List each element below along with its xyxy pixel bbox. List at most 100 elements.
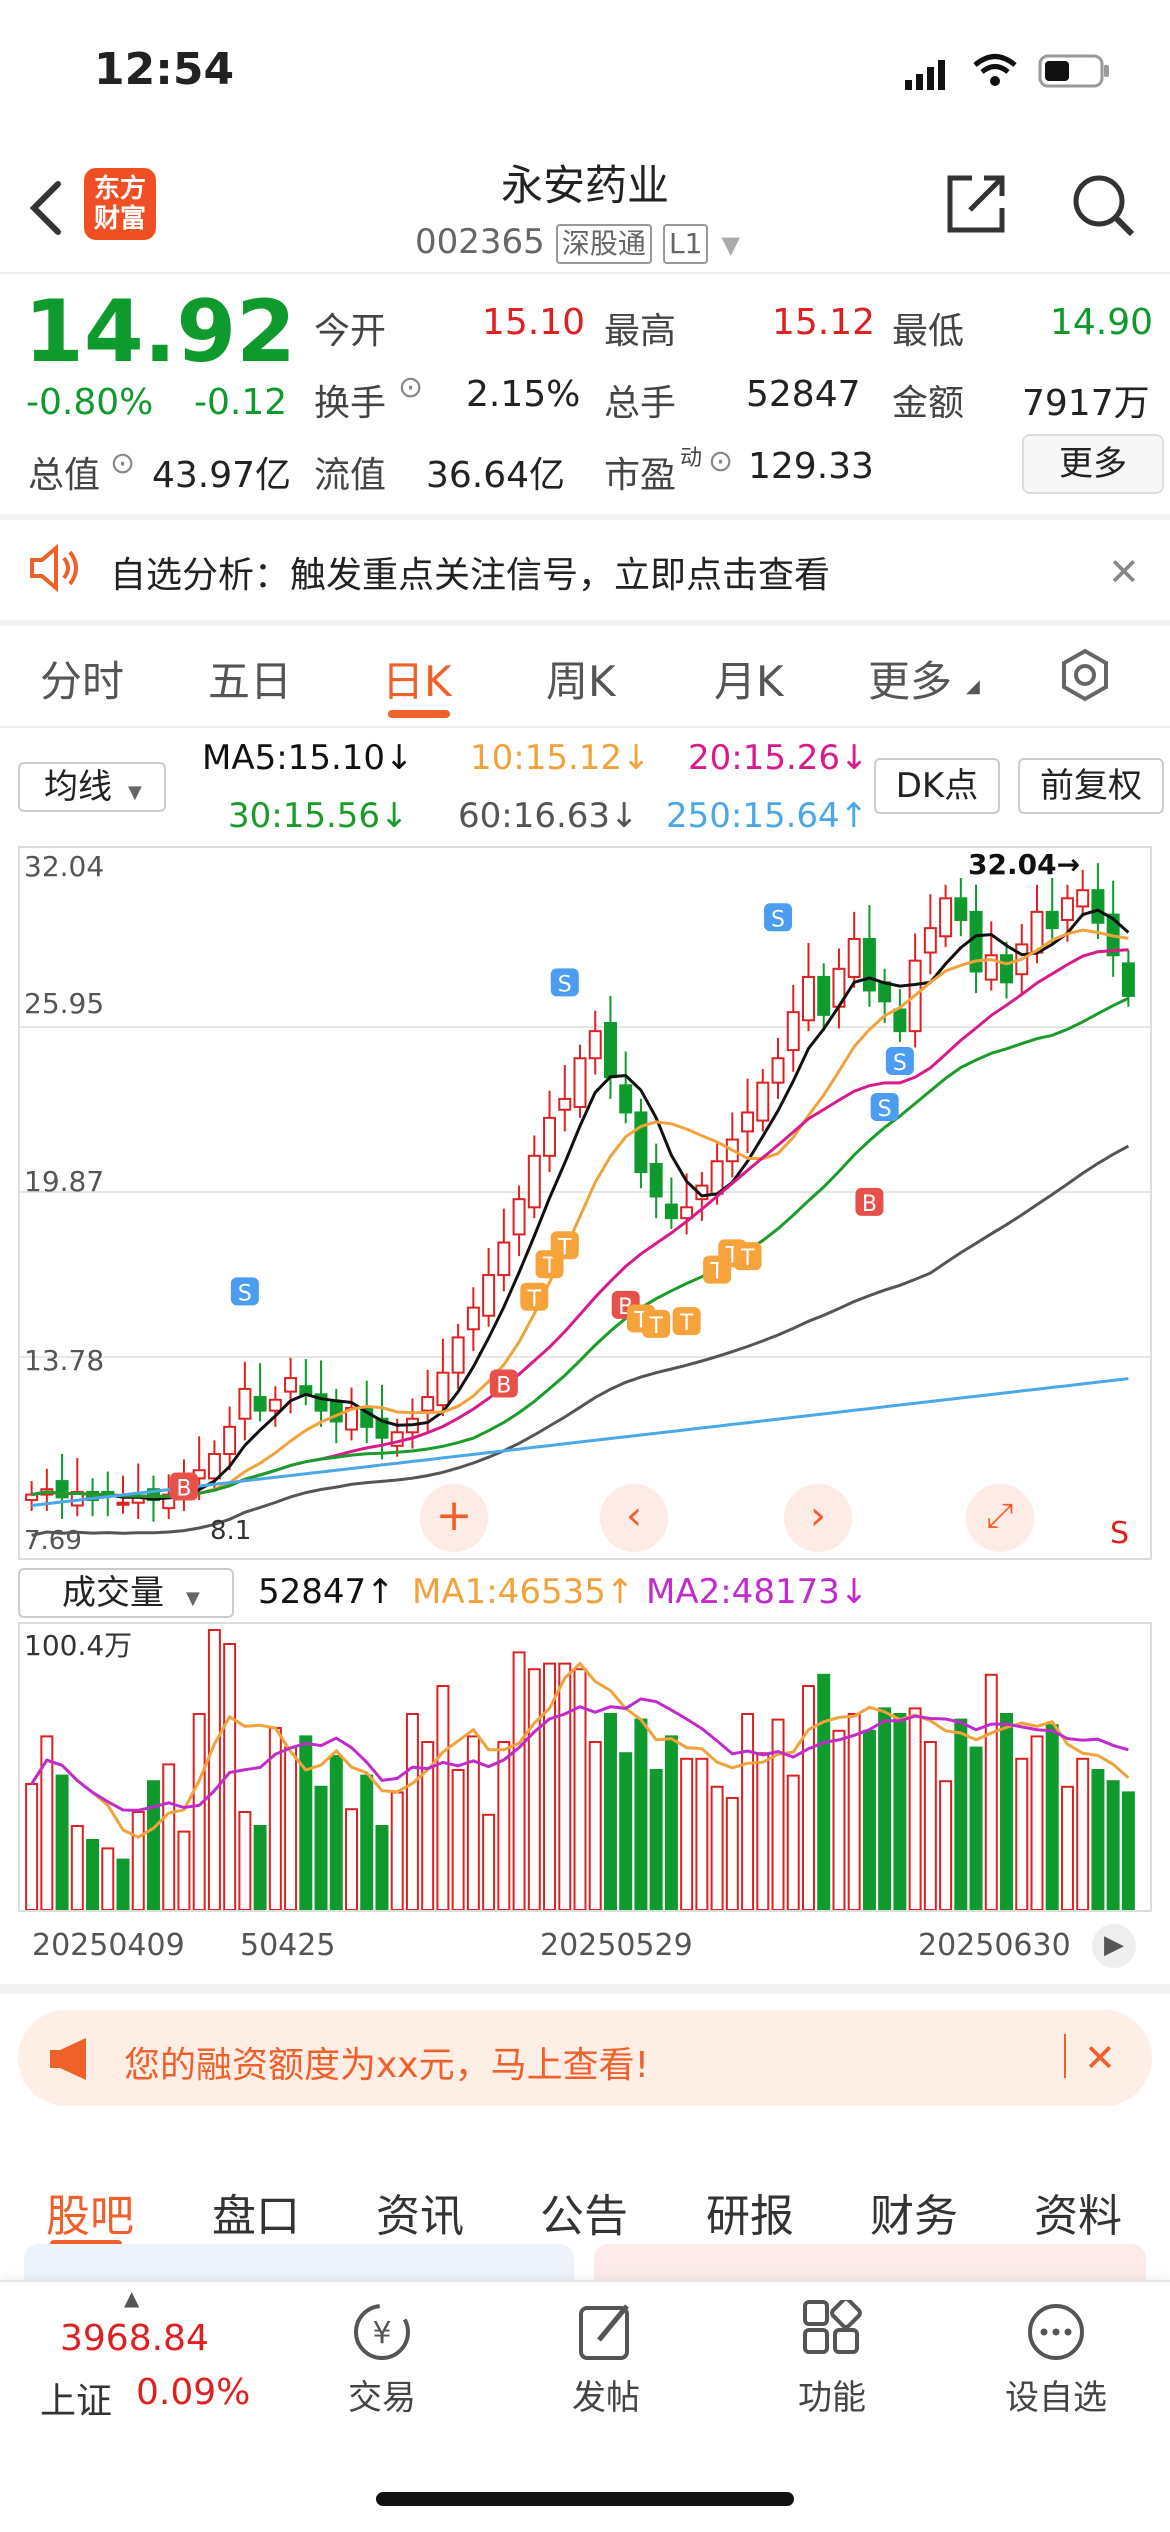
back-icon[interactable]: [24, 178, 68, 238]
tab-news[interactable]: 资讯: [376, 2191, 464, 2242]
mcap-label: 总值: [28, 455, 101, 496]
candle: [802, 975, 815, 1022]
volume-label: 总手: [604, 383, 677, 424]
volume-bar: [405, 1713, 419, 1911]
tab-monthly-k[interactable]: 月K: [714, 657, 784, 706]
candle: [497, 1241, 511, 1277]
float-value: 36.64亿: [426, 455, 566, 496]
scroll-left-icon[interactable]: ‹: [600, 1484, 668, 1552]
promo-text[interactable]: 您的融资额度为xx元，马上查看!: [124, 2045, 650, 2086]
change-amount: -0.12: [194, 382, 288, 423]
candle: [923, 927, 937, 954]
y-tick-2: 25.95: [24, 987, 105, 1020]
settings-icon[interactable]: [1058, 648, 1112, 702]
stock-code-row[interactable]: 002365 深股通 L1 ▼: [415, 222, 740, 264]
info-icon[interactable]: ⊙: [708, 444, 734, 479]
turnover-label: 换手: [314, 383, 387, 424]
last-price: 14.92: [24, 282, 297, 382]
add-watchlist-icon[interactable]: [976, 2300, 1136, 2377]
more-button[interactable]: 更多: [1022, 434, 1164, 494]
tag-l1: L1: [663, 224, 709, 264]
candle: [649, 1162, 663, 1198]
pre-adjust-button[interactable]: 前复权: [1018, 758, 1164, 814]
y-tick-3: 19.87: [24, 1165, 105, 1198]
volume-bar: [680, 1757, 694, 1911]
ma20-line: [31, 948, 1129, 1498]
scroll-right-icon[interactable]: ›: [784, 1484, 852, 1552]
amount-value: 7917万: [1022, 383, 1150, 424]
candle: [619, 1084, 633, 1114]
volume-bar: [1000, 1713, 1014, 1911]
nav-functions[interactable]: 功能: [798, 2378, 866, 2418]
indicator-select[interactable]: 成交量 ▼: [18, 1568, 234, 1618]
info-icon[interactable]: ⊙: [110, 446, 136, 481]
zoom-in-icon[interactable]: +: [420, 1484, 488, 1552]
candle: [847, 937, 861, 978]
share-icon[interactable]: [944, 172, 1008, 236]
tab-daily-k[interactable]: 日K: [382, 657, 452, 706]
open-label: 今开: [314, 311, 387, 352]
candle: [1091, 889, 1105, 924]
volume-bar: [375, 1825, 389, 1911]
candle: [1121, 962, 1135, 997]
volume-bar: [771, 1718, 785, 1911]
ma250-line: [31, 1377, 1129, 1507]
candle: [482, 1274, 496, 1317]
pe-sup: 动: [680, 446, 703, 471]
candle: [421, 1396, 435, 1412]
close-icon[interactable]: ✕: [1084, 2036, 1116, 2080]
dk-point-button[interactable]: DK点: [874, 758, 1000, 814]
volume-bar: [177, 1830, 191, 1912]
post-icon[interactable]: [526, 2300, 686, 2377]
candle: [786, 1011, 800, 1052]
signal-s-label: S: [893, 1051, 907, 1076]
tab-pankou[interactable]: 盘口: [212, 2191, 300, 2242]
info-icon[interactable]: ⊙: [398, 370, 424, 405]
volume-bar: [329, 1755, 343, 1911]
signal-icon: [905, 58, 949, 90]
tab-five-day[interactable]: 五日: [208, 657, 293, 706]
candle: [634, 1111, 648, 1174]
tab-more[interactable]: 更多: [868, 657, 953, 706]
fullscreen-icon[interactable]: ⤢: [966, 1484, 1034, 1552]
volume-bar: [832, 1729, 846, 1911]
tab-intraday[interactable]: 分时: [40, 657, 125, 706]
ma-select[interactable]: 均线 ▼: [18, 762, 166, 812]
functions-icon[interactable]: [752, 2297, 912, 2377]
volume-bar: [299, 1735, 313, 1912]
volume-chart[interactable]: [18, 1622, 1152, 1912]
candle: [710, 1160, 724, 1195]
tab-finance[interactable]: 财务: [870, 2191, 958, 2242]
trade-icon[interactable]: ¥: [302, 2300, 462, 2377]
signal-t-marker: [642, 1309, 671, 1338]
tab-guba[interactable]: 股吧: [46, 2191, 134, 2242]
banner-text[interactable]: 自选分析：触发重点关注信号，立即点击查看: [110, 555, 831, 596]
volume-bar: [360, 1774, 374, 1911]
volume-bar: [878, 1707, 892, 1912]
volume-bar: [954, 1718, 968, 1911]
nav-add-watchlist[interactable]: 设自选: [1005, 2378, 1107, 2418]
promo-banner[interactable]: [18, 2010, 1152, 2106]
candle: [55, 1480, 69, 1499]
search-icon[interactable]: [1070, 172, 1136, 238]
turnover-value: 2.15%: [466, 374, 581, 415]
tab-research[interactable]: 研报: [706, 2191, 794, 2242]
indicator-select-label: 成交量: [62, 1573, 164, 1613]
tab-weekly-k[interactable]: 周K: [546, 657, 616, 706]
next-page-icon[interactable]: ▶: [1092, 1924, 1136, 1968]
volume-current: 52847↑: [258, 1572, 395, 1612]
candle: [466, 1306, 480, 1331]
dropdown-icon: ▼: [128, 782, 142, 803]
signal-s-marker: S: [1110, 1516, 1130, 1551]
volume-bar: [1091, 1769, 1105, 1911]
tab-profile[interactable]: 资料: [1034, 2191, 1122, 2242]
dk-label: DK点: [895, 766, 979, 806]
candle: [512, 1198, 526, 1236]
candle: [756, 1081, 770, 1122]
tab-announcement[interactable]: 公告: [540, 2191, 628, 2242]
nav-trade[interactable]: 交易: [348, 2378, 416, 2418]
index-value[interactable]: 3968.84: [60, 2318, 209, 2359]
close-icon[interactable]: ✕: [1108, 550, 1140, 594]
nav-post[interactable]: 发帖: [572, 2378, 640, 2418]
